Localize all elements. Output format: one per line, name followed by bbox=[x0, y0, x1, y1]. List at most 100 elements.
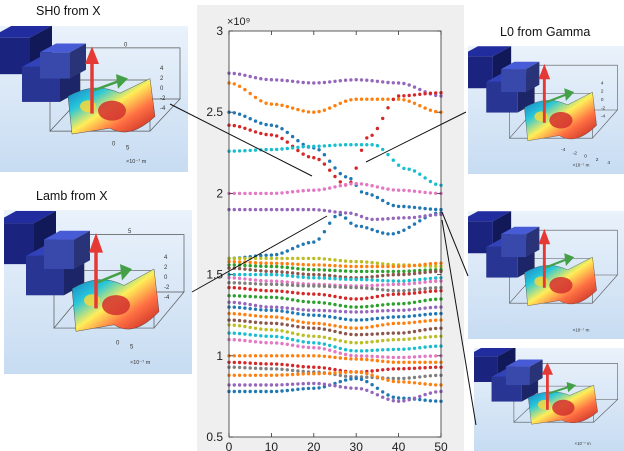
point-band-27 bbox=[248, 373, 252, 377]
point-band-24 bbox=[285, 354, 289, 358]
point-band-29 bbox=[428, 391, 433, 395]
point-band-15 bbox=[381, 293, 385, 298]
point-band-9 bbox=[354, 264, 358, 269]
point-band-7 bbox=[237, 207, 242, 212]
point-band-19 bbox=[412, 320, 417, 324]
point-band-12 bbox=[349, 277, 353, 282]
point-band-12 bbox=[423, 277, 427, 281]
point-band-1 bbox=[322, 108, 327, 112]
point-band-8 bbox=[248, 256, 252, 261]
point-band-0 bbox=[391, 81, 395, 85]
point-band-9 bbox=[253, 261, 258, 265]
point-band-15 bbox=[328, 293, 332, 298]
point-band-22 bbox=[338, 346, 342, 351]
point-band-3 bbox=[365, 136, 369, 140]
point-band-12 bbox=[343, 277, 348, 281]
point-band-14 bbox=[264, 282, 268, 286]
point-band-8 bbox=[253, 256, 258, 261]
point-band-16 bbox=[296, 299, 300, 303]
point-band-5 bbox=[243, 191, 247, 196]
point-band-4 bbox=[253, 148, 258, 152]
point-band-3 bbox=[312, 156, 316, 160]
point-band-10 bbox=[354, 269, 358, 274]
inset-x-tick-label: -4 bbox=[561, 147, 566, 153]
point-band-6 bbox=[418, 219, 422, 223]
point-band-1 bbox=[381, 97, 385, 101]
point-band-21 bbox=[402, 337, 406, 342]
point-band-8 bbox=[259, 256, 263, 261]
point-band-4 bbox=[248, 148, 252, 153]
point-band-28 bbox=[365, 379, 369, 384]
point-band-9 bbox=[391, 264, 395, 269]
point-band-15 bbox=[349, 297, 353, 301]
point-band-22 bbox=[412, 346, 417, 350]
point-band-24 bbox=[280, 354, 284, 358]
point-band-28 bbox=[428, 399, 433, 403]
point-band-22 bbox=[375, 348, 380, 352]
point-band-17 bbox=[375, 309, 380, 313]
y-axis-arrowhead bbox=[564, 88, 575, 102]
point-band-9 bbox=[412, 263, 417, 268]
point-band-28 bbox=[280, 389, 284, 393]
point-band-24 bbox=[232, 354, 236, 358]
point-band-28 bbox=[243, 389, 247, 394]
point-band-8 bbox=[434, 264, 438, 269]
point-band-1 bbox=[243, 87, 247, 92]
point-band-17 bbox=[359, 310, 364, 314]
point-band-14 bbox=[402, 289, 406, 293]
point-band-26 bbox=[232, 365, 236, 369]
point-band-3 bbox=[322, 162, 327, 166]
point-band-18 bbox=[296, 312, 300, 316]
point-band-23 bbox=[396, 355, 401, 360]
point-band-26 bbox=[428, 374, 433, 378]
point-band-0 bbox=[381, 80, 385, 84]
point-band-26 bbox=[243, 366, 247, 370]
point-band-28 bbox=[333, 381, 337, 386]
point-band-7 bbox=[343, 211, 348, 215]
point-band-6 bbox=[396, 230, 401, 235]
point-band-27 bbox=[434, 383, 438, 387]
point-band-24 bbox=[396, 360, 401, 364]
point-band-1 bbox=[418, 104, 422, 108]
point-band-2 bbox=[407, 205, 411, 209]
point-band-4 bbox=[259, 148, 263, 152]
point-band-13 bbox=[423, 280, 427, 284]
point-band-27 bbox=[423, 382, 427, 386]
point-band-19 bbox=[253, 314, 258, 318]
point-band-2 bbox=[285, 130, 289, 135]
z-axis-arrowhead bbox=[85, 46, 99, 64]
point-band-12 bbox=[434, 276, 438, 280]
point-band-2 bbox=[237, 112, 242, 116]
point-band-8 bbox=[280, 256, 284, 261]
point-band-0 bbox=[306, 81, 311, 85]
point-band-6 bbox=[349, 221, 353, 225]
point-band-16 bbox=[333, 302, 337, 307]
point-band-25 bbox=[412, 366, 417, 370]
point-band-13 bbox=[407, 282, 411, 286]
point-band-19 bbox=[386, 322, 390, 326]
point-band-27 bbox=[312, 372, 316, 376]
point-band-2 bbox=[370, 193, 374, 197]
inset-z-tick-label: 0 bbox=[601, 97, 604, 103]
point-band-7 bbox=[428, 213, 433, 217]
point-band-17 bbox=[301, 308, 305, 312]
point-band-16 bbox=[365, 304, 369, 309]
point-band-15 bbox=[322, 293, 327, 297]
point-band-12 bbox=[306, 276, 311, 280]
point-band-25 bbox=[264, 362, 268, 366]
point-band-8 bbox=[428, 264, 433, 268]
point-band-20 bbox=[237, 318, 242, 323]
cell-block bbox=[4, 211, 56, 265]
point-band-23 bbox=[248, 339, 252, 343]
point-band-17 bbox=[354, 310, 358, 314]
point-band-25 bbox=[301, 365, 305, 369]
point-band-23 bbox=[259, 340, 263, 344]
cell-block bbox=[40, 43, 86, 79]
point-band-13 bbox=[418, 281, 422, 285]
inset-x-tick-label: 5 bbox=[126, 146, 130, 152]
point-band-18 bbox=[248, 307, 252, 311]
point-band-22 bbox=[418, 346, 422, 350]
point-band-18 bbox=[338, 316, 342, 321]
point-band-8 bbox=[365, 260, 369, 264]
cell-block bbox=[44, 230, 90, 270]
